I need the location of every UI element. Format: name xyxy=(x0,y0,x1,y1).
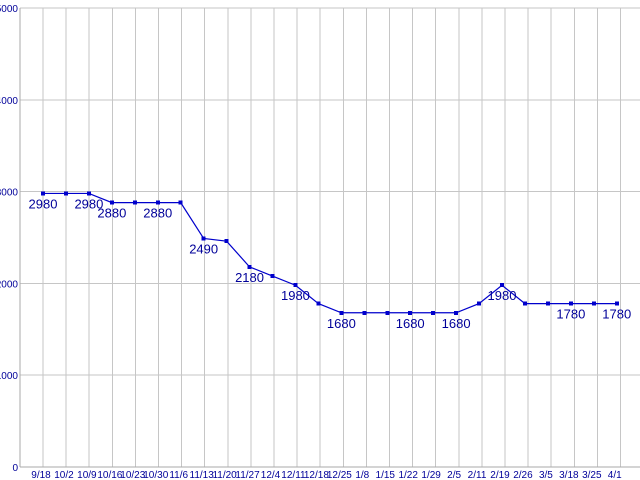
point-value-label: 1980 xyxy=(281,288,310,303)
y-tick-label: 0 xyxy=(12,463,18,474)
data-point xyxy=(362,310,367,315)
data-point xyxy=(316,301,321,306)
data-point xyxy=(132,200,137,205)
y-tick-label: 1000 xyxy=(0,371,18,382)
x-tick-label: 10/2 xyxy=(54,470,74,480)
data-point xyxy=(293,283,298,288)
data-point xyxy=(408,310,413,315)
x-tick-label: 12/4 xyxy=(261,470,281,480)
point-value-label: 1780 xyxy=(602,307,631,322)
data-point xyxy=(522,301,527,306)
point-value-label: 1680 xyxy=(442,316,471,331)
point-value-label: 2980 xyxy=(29,196,58,211)
x-tick-label: 11/20 xyxy=(212,470,237,480)
x-tick-label: 10/23 xyxy=(120,470,145,480)
x-tick-label: 11/13 xyxy=(190,470,215,480)
data-point xyxy=(477,301,482,306)
y-tick-label: 5000 xyxy=(0,4,18,15)
x-tick-label: 1/22 xyxy=(398,470,418,480)
y-tick-label: 4000 xyxy=(0,96,18,107)
point-value-label: 1680 xyxy=(327,316,356,331)
data-point xyxy=(224,239,229,244)
data-point xyxy=(41,191,45,196)
data-point xyxy=(178,200,183,205)
price-line xyxy=(43,192,617,314)
x-tick-label: 10/16 xyxy=(97,470,122,480)
x-tick-label: 2/19 xyxy=(490,470,510,480)
point-value-label: 1780 xyxy=(556,307,585,322)
data-point xyxy=(63,191,68,196)
x-tick-label: 12/11 xyxy=(281,470,306,480)
data-point xyxy=(614,301,619,306)
x-tick-label: 2/5 xyxy=(447,470,461,480)
data-point xyxy=(545,301,550,306)
x-tick-label: 12/18 xyxy=(304,470,329,480)
y-tick-label: 2000 xyxy=(0,279,18,290)
x-tick-label: 3/18 xyxy=(559,470,579,480)
x-tick-label: 2/26 xyxy=(513,470,533,480)
x-tick-label: 1/15 xyxy=(376,470,396,480)
point-value-label: 1680 xyxy=(396,316,425,331)
data-point xyxy=(247,264,252,269)
x-tick-label: 2/11 xyxy=(468,470,487,480)
point-value-label: 2180 xyxy=(235,270,264,285)
x-tick-label: 1/8 xyxy=(355,470,369,480)
data-point xyxy=(500,283,504,288)
data-point xyxy=(339,310,344,315)
y-tick-label: 3000 xyxy=(0,188,18,199)
x-tick-label: 10/30 xyxy=(143,470,168,480)
data-point xyxy=(86,191,91,196)
x-tick-label: 11/6 xyxy=(169,470,188,480)
data-point xyxy=(201,236,206,241)
data-point xyxy=(109,200,114,205)
x-tick-label: 4/1 xyxy=(608,470,622,480)
data-point xyxy=(568,301,573,306)
x-tick-label: 10/9 xyxy=(77,470,97,480)
data-point xyxy=(155,200,160,205)
data-point xyxy=(431,310,436,315)
x-tick-label: 3/5 xyxy=(539,470,553,480)
x-tick-label: 3/25 xyxy=(582,470,602,480)
point-value-label: 2880 xyxy=(143,206,172,221)
data-point xyxy=(385,310,390,315)
point-value-label: 2490 xyxy=(189,241,218,256)
x-tick-label: 12/25 xyxy=(327,470,352,480)
data-point xyxy=(270,274,275,279)
x-tick-label: 9/18 xyxy=(31,470,51,480)
point-value-label: 2880 xyxy=(97,206,126,221)
data-point xyxy=(591,301,596,306)
x-tick-label: 11/27 xyxy=(235,470,260,480)
data-point xyxy=(454,310,459,315)
x-tick-label: 1/29 xyxy=(421,470,441,480)
point-value-label: 1980 xyxy=(488,288,517,303)
point-value-label: 2980 xyxy=(74,196,103,211)
